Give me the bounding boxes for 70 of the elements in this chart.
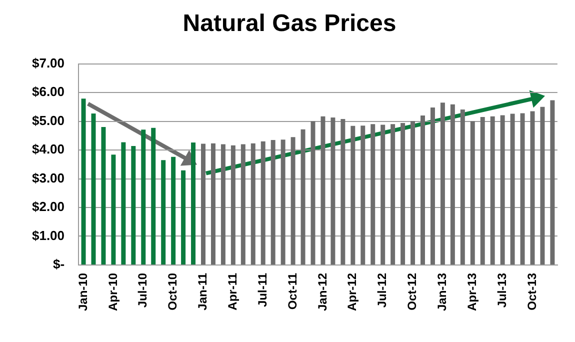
- x-tick-label: Jul-11: [255, 272, 270, 308]
- y-tick-label: $7.00: [32, 55, 65, 70]
- bar: [210, 143, 216, 264]
- bar: [430, 107, 435, 264]
- x-tick-label: Jan-12: [315, 272, 330, 312]
- bar: [240, 144, 246, 264]
- bar: [81, 98, 86, 264]
- x-tick-label: Jul-12: [375, 272, 390, 308]
- x-tick-label: Apr-13: [464, 272, 479, 311]
- bar: [250, 143, 256, 264]
- bar: [280, 140, 286, 264]
- y-tick-label: $6.00: [32, 84, 65, 100]
- x-tick-label: Oct-13: [524, 272, 539, 310]
- bar: [350, 126, 356, 264]
- y-tick-label: $3.00: [32, 170, 65, 186]
- bar: [390, 124, 396, 264]
- x-tick-label: Jul-13: [494, 272, 509, 308]
- y-tick-label: $2.00: [32, 199, 65, 214]
- x-tick-label: Oct-11: [285, 272, 300, 310]
- x-tick-label: Jan-11: [196, 272, 210, 310]
- bar: [121, 142, 126, 264]
- bar: [191, 142, 196, 264]
- bar: [101, 127, 106, 264]
- bar: [400, 123, 406, 264]
- bar: [270, 140, 276, 264]
- bar: [161, 160, 166, 264]
- x-tick-label: Jul-10: [136, 272, 150, 308]
- bar: [181, 170, 186, 264]
- bar: [230, 145, 236, 264]
- bar: [300, 129, 306, 264]
- bar: [171, 156, 176, 264]
- x-tick-label: Apr-12: [345, 272, 360, 311]
- bar: [450, 104, 455, 264]
- bar: [260, 141, 266, 264]
- y-tick-label: $1.00: [32, 228, 65, 243]
- bar: [220, 144, 226, 264]
- bar: [490, 116, 495, 264]
- bar: [360, 126, 366, 264]
- bar: [470, 121, 475, 264]
- x-tick-label: Jan-13: [435, 272, 450, 312]
- bar: [460, 109, 465, 264]
- y-tick-label: $4.00: [32, 142, 65, 157]
- bar: [320, 116, 326, 264]
- x-tick-label: Apr-11: [225, 272, 240, 310]
- x-tick-label: Oct-12: [405, 272, 420, 310]
- bar: [420, 116, 425, 264]
- chart-title: Natural Gas Prices: [182, 10, 396, 38]
- x-tick-label: Apr-10: [106, 272, 120, 311]
- bar: [340, 118, 346, 264]
- bar: [330, 118, 336, 264]
- bar: [410, 120, 416, 264]
- bar: [370, 124, 376, 264]
- bar: [480, 116, 485, 264]
- bar: [111, 154, 116, 264]
- bar: [500, 115, 505, 264]
- bar: [550, 100, 555, 264]
- bar: [141, 130, 146, 264]
- bar: [520, 113, 525, 264]
- bar: [201, 144, 206, 264]
- bar: [151, 128, 156, 264]
- y-tick-label: $-: [52, 256, 65, 272]
- x-tick-label: Jan-10: [76, 272, 90, 312]
- x-tick-label: Oct-10: [166, 272, 180, 310]
- bar: [131, 146, 136, 264]
- bar: [380, 124, 386, 264]
- y-tick-label: $5.00: [32, 112, 65, 128]
- bar: [510, 114, 515, 264]
- bar: [540, 106, 545, 264]
- bar: [440, 102, 445, 264]
- bar: [290, 137, 296, 264]
